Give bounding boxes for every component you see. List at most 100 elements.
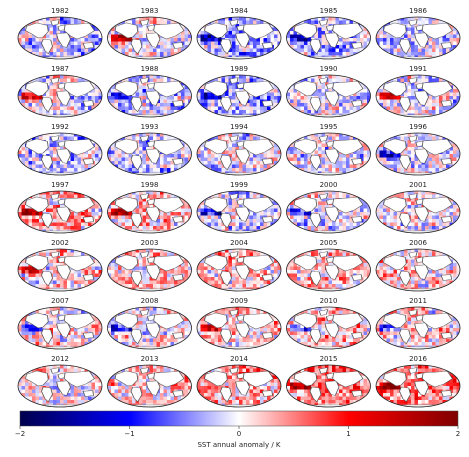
land-mask-2006 (383, 251, 453, 291)
land-mask-2007 (25, 309, 95, 349)
land-mask-1999 (204, 193, 274, 233)
colorbar-tick-label: 2 (456, 430, 460, 438)
map-panel-2016: 2016 (375, 355, 461, 408)
map-panel-1988: 1988 (107, 65, 192, 118)
map-title-2000: 2000 (320, 181, 338, 189)
map-panel-1994: 1994 (196, 123, 282, 176)
map-outline-1985 (286, 16, 371, 60)
map-title-1987: 1987 (51, 65, 69, 73)
anomaly-field-1990 (286, 75, 371, 117)
map-outline-2002 (17, 248, 103, 292)
colorbar-label: SST annual anomaly / K (197, 441, 280, 449)
map-title-2012: 2012 (51, 355, 69, 363)
colorbar-tick-label: 1 (346, 430, 350, 438)
map-panel-2013: 2013 (107, 355, 192, 408)
map-panel-1993: 1993 (107, 123, 192, 176)
map-title-1999: 1999 (230, 181, 248, 189)
map-outline-1987 (17, 74, 103, 118)
colorbar-ticks: −2 −1 0 1 2 (15, 426, 460, 438)
land-mask-2013 (114, 367, 185, 407)
colorbar-tick-label: −1 (124, 430, 134, 438)
map-panel-2011: 2011 (375, 297, 461, 350)
land-mask-1996 (383, 135, 453, 175)
map-outline-1983 (107, 16, 192, 60)
map-panel-1983: 1983 (107, 7, 192, 60)
map-panel-1996: 1996 (375, 123, 461, 176)
map-title-1984: 1984 (230, 7, 248, 15)
map-panel-1986: 1986 (375, 7, 461, 60)
anomaly-field-2004 (197, 249, 281, 291)
anomaly-field-2011 (376, 307, 460, 349)
map-title-1995: 1995 (320, 123, 338, 131)
map-outline-1995 (286, 132, 371, 176)
anomaly-field-1982 (18, 17, 102, 59)
map-title-2008: 2008 (141, 297, 159, 305)
map-title-1997: 1997 (51, 181, 69, 189)
map-outline-2001 (375, 190, 461, 234)
map-outline-2008 (107, 306, 192, 350)
colorbar-gradient (19, 410, 459, 427)
map-panel-2005: 2005 (286, 239, 371, 292)
anomaly-field-1998 (107, 191, 192, 233)
land-mask-2012 (25, 367, 95, 407)
land-mask-2004 (204, 251, 274, 291)
map-outline-1999 (196, 190, 282, 234)
map-title-2007: 2007 (51, 297, 69, 305)
map-panel-1995: 1995 (286, 123, 371, 176)
map-outline-2014 (196, 364, 282, 408)
map-title-2006: 2006 (409, 239, 427, 247)
map-outline-2016 (375, 364, 461, 408)
land-mask-1995 (293, 135, 364, 175)
map-title-1985: 1985 (320, 7, 338, 15)
map-title-1991: 1991 (409, 65, 427, 73)
map-outline-1982 (17, 16, 103, 60)
map-title-1982: 1982 (51, 7, 69, 15)
map-outline-1992 (17, 132, 103, 176)
map-outline-2011 (375, 306, 461, 350)
land-mask-2008 (114, 309, 185, 349)
map-panel-2008: 2008 (107, 297, 192, 350)
map-outline-1989 (196, 74, 282, 118)
map-panel-1985: 1985 (286, 7, 371, 60)
map-panel-1987: 1987 (17, 65, 103, 118)
land-mask-2005 (293, 251, 364, 291)
map-title-2013: 2013 (141, 355, 159, 363)
map-outline-1990 (286, 74, 371, 118)
map-panel-1982: 1982 (17, 7, 103, 60)
map-outline-1997 (17, 190, 103, 234)
map-title-1994: 1994 (230, 123, 248, 131)
land-mask-2015 (293, 367, 364, 407)
map-title-1983: 1983 (141, 7, 159, 15)
map-panel-2015: 2015 (286, 355, 371, 408)
land-mask-2010 (293, 309, 364, 349)
map-outline-1986 (375, 16, 461, 60)
land-mask-1998 (114, 193, 185, 233)
map-outline-2004 (196, 248, 282, 292)
colorbar: −2 −1 0 1 2 SST annual anomaly / K (15, 410, 460, 449)
map-title-1992: 1992 (51, 123, 69, 131)
map-title-1996: 1996 (409, 123, 427, 131)
map-panel-1999: 1999 (196, 181, 282, 234)
land-mask-1997 (25, 193, 95, 233)
map-title-2004: 2004 (230, 239, 248, 247)
map-title-2011: 2011 (409, 297, 427, 305)
map-title-2010: 2010 (320, 297, 338, 305)
map-title-2005: 2005 (320, 239, 338, 247)
anomaly-field-2006 (376, 249, 460, 291)
land-mask-1982 (25, 19, 95, 59)
map-title-2016: 2016 (409, 355, 427, 363)
land-mask-2003 (114, 251, 185, 291)
map-outline-1984 (196, 16, 282, 60)
map-panel-2004: 2004 (196, 239, 282, 292)
land-mask-1990 (293, 77, 364, 117)
map-title-1993: 1993 (141, 123, 159, 131)
map-title-2003: 2003 (141, 239, 159, 247)
map-outline-2010 (286, 306, 371, 350)
map-title-1986: 1986 (409, 7, 427, 15)
map-outline-2006 (375, 248, 461, 292)
colorbar-tick-label: 0 (237, 430, 241, 438)
colorbar-tick-label: −2 (15, 430, 25, 438)
map-outline-2003 (107, 248, 192, 292)
map-outline-2015 (286, 364, 371, 408)
